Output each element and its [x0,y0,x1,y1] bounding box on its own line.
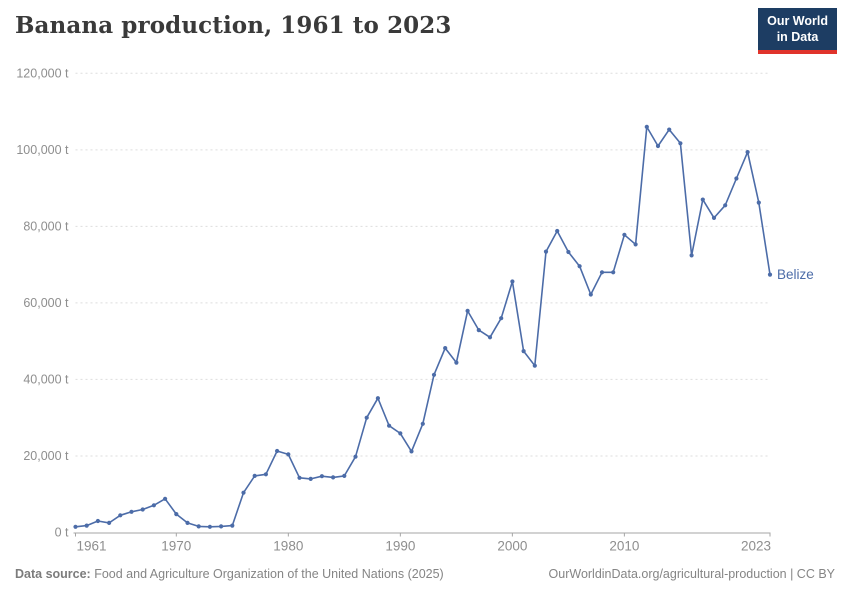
chart-line-belize[interactable] [74,126,771,528]
data-point[interactable] [588,292,593,297]
data-point[interactable] [756,200,761,205]
data-point[interactable] [510,279,515,284]
data-point[interactable] [163,496,168,501]
data-point[interactable] [297,475,302,480]
data-point[interactable] [745,150,750,155]
data-point[interactable] [577,264,582,269]
data-point[interactable] [700,197,705,202]
data-point[interactable] [633,242,638,247]
y-tick-label: 20,000 t [23,449,69,463]
data-point[interactable] [465,308,470,313]
data-point[interactable] [107,520,112,526]
y-tick-label: 60,000 t [23,296,69,310]
data-source-label: Data source: [15,567,91,581]
data-point[interactable] [252,473,257,478]
data-point[interactable] [230,523,235,528]
data-point[interactable] [118,513,123,518]
data-point[interactable] [73,524,78,529]
data-point[interactable] [644,124,649,129]
x-tick-label: 1961 [77,539,107,554]
x-tick-label: 1990 [385,539,415,554]
chart-plot-area[interactable]: 0 t 20,000 t 40,000 t 60,000 t 80,000 t 100,0… [0,0,850,560]
data-point[interactable] [353,454,358,459]
y-tick-label: 100,000 t [16,143,69,157]
data-point[interactable] [532,363,537,368]
data-point[interactable] [196,524,201,529]
x-tick-label: 2000 [497,539,527,554]
data-point[interactable] [443,346,448,351]
y-tick-label: 40,000 t [23,372,69,386]
data-source-text: Food and Agriculture Organization of the… [90,567,444,581]
data-point[interactable] [174,511,179,517]
data-point[interactable] [711,215,717,220]
data-point[interactable] [263,472,268,477]
chart-footer: Data source: Food and Agriculture Organi… [15,567,835,581]
data-point[interactable] [286,452,291,457]
data-point[interactable] [319,474,324,479]
data-point[interactable] [667,127,672,132]
data-point[interactable] [723,203,728,208]
data-point[interactable] [241,490,246,495]
data-point[interactable] [207,524,212,529]
data-point[interactable] [734,176,739,181]
y-tick-label: 80,000 t [23,219,69,233]
data-source-note: Data source: Food and Agriculture Organi… [15,567,444,581]
owid-logo-line1: Our World [767,14,828,28]
data-point[interactable] [409,449,414,454]
entity-label-belize[interactable]: Belize [777,267,814,282]
data-point[interactable] [689,253,694,258]
data-point[interactable] [342,473,347,478]
data-point[interactable] [151,503,156,508]
data-point[interactable] [275,448,280,454]
data-point[interactable] [622,232,627,237]
data-point[interactable] [487,335,493,340]
data-point[interactable] [678,141,683,146]
data-point[interactable] [555,228,560,234]
data-point[interactable] [767,272,773,277]
data-point[interactable] [375,396,380,401]
data-point[interactable] [543,249,549,254]
credit-line: OurWorldinData.org/agricultural-producti… [548,567,835,581]
data-point[interactable] [431,372,437,377]
data-point[interactable] [398,431,403,436]
data-point[interactable] [364,415,369,420]
owid-logo: Our World in Data [758,8,837,54]
data-point[interactable] [454,360,459,365]
x-tick-label: 2023 [741,539,771,554]
data-point[interactable] [185,520,190,526]
data-point[interactable] [84,523,89,528]
data-point[interactable] [611,270,616,275]
data-point[interactable] [655,143,661,149]
data-point[interactable] [219,524,224,529]
data-point[interactable] [499,316,504,321]
data-point[interactable] [140,507,145,512]
data-point[interactable] [566,249,571,255]
data-point[interactable] [129,509,134,514]
data-point[interactable] [521,349,526,354]
data-point[interactable] [420,421,425,426]
x-tick-label: 1980 [273,539,303,554]
x-tick-label: 2010 [609,539,639,554]
y-tick-label: 120,000 t [16,66,69,80]
data-point[interactable] [387,423,392,428]
data-point[interactable] [308,476,313,481]
data-point[interactable] [95,518,100,524]
owid-logo-line2: in Data [776,30,819,45]
y-tick-label: 0 t [55,526,69,540]
x-tick-label: 1970 [161,539,191,554]
data-point[interactable] [476,328,481,333]
data-point[interactable] [599,270,605,275]
data-point[interactable] [331,475,336,480]
page-title: Banana production, 1961 to 2023 [15,12,452,39]
